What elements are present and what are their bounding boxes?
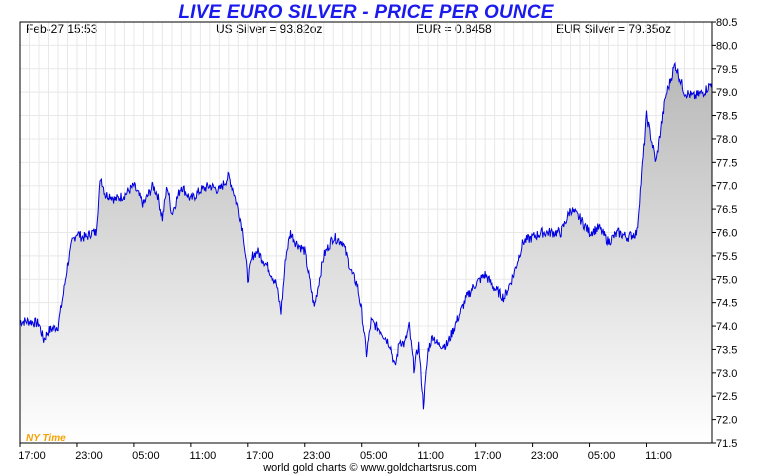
x-tick-label: 05:00	[360, 450, 388, 462]
y-tick-label: 80.0	[716, 40, 737, 52]
eur-exchange-rate: EUR = 0.8458	[416, 22, 492, 36]
x-tick-label: 05:00	[588, 450, 616, 462]
price-info-row: Feb-27 15:53 US Silver = 93.82oz EUR = 0…	[0, 22, 760, 38]
y-tick-label: 74.0	[716, 321, 737, 333]
y-tick-label: 73.5	[716, 344, 737, 356]
y-tick-label: 76.0	[716, 228, 737, 240]
x-tick-label: 11:00	[190, 450, 217, 462]
us-silver-price: US Silver = 93.82oz	[216, 22, 323, 36]
timezone-label: NY Time	[26, 433, 66, 444]
y-tick-label: 76.5	[716, 204, 737, 216]
timestamp-label: Feb-27 15:53	[26, 22, 98, 36]
y-tick-label: 75.5	[716, 251, 737, 263]
x-tick-label: 17:00	[246, 450, 274, 462]
y-tick-label: 73.0	[716, 368, 737, 380]
y-axis-ticks: 71.5 72.0 72.5 73.0 73.5 74.0 74.5 75.0 75.5 76.0…	[712, 17, 737, 450]
y-tick-label: 71.5	[716, 438, 737, 450]
y-tick-label: 74.5	[716, 298, 737, 310]
price-line	[19, 61, 713, 410]
x-tick-label: 23:00	[75, 450, 103, 462]
y-tick-label: 78.5	[716, 111, 737, 123]
y-tick-label: 79.5	[716, 64, 737, 76]
y-tick-label: 75.0	[716, 274, 737, 286]
y-tick-label: 79.0	[716, 87, 737, 99]
y-tick-label: 72.0	[716, 415, 737, 427]
y-tick-label: 77.0	[716, 181, 737, 193]
x-tick-label: 17:00	[474, 450, 502, 462]
chart-title: LIVE EURO SILVER - PRICE PER OUNCE	[178, 2, 554, 23]
footer-credit: world gold charts © www.goldchartsrus.co…	[263, 462, 477, 474]
price-line-layer	[19, 61, 713, 410]
eur-silver-price: EUR Silver = 79.35oz	[556, 22, 672, 36]
y-tick-label: 80.5	[716, 17, 737, 29]
x-tick-label: 05:00	[132, 450, 160, 462]
y-tick-label: 78.0	[716, 134, 737, 146]
area-fill-layer	[20, 63, 712, 443]
x-tick-label: 11:00	[645, 450, 672, 462]
x-tick-label: 23:00	[531, 450, 559, 462]
price-area-fill	[20, 63, 712, 443]
x-tick-label: 23:00	[303, 450, 331, 462]
y-tick-label: 77.5	[716, 157, 737, 169]
x-tick-label: 11:00	[417, 450, 444, 462]
x-tick-label: 17:00	[18, 450, 46, 462]
x-axis-ticks: 17:00 23:00 05:00 11:00 17:00 23:00 05:00 11:00…	[18, 443, 672, 462]
y-tick-label: 72.5	[716, 391, 737, 403]
